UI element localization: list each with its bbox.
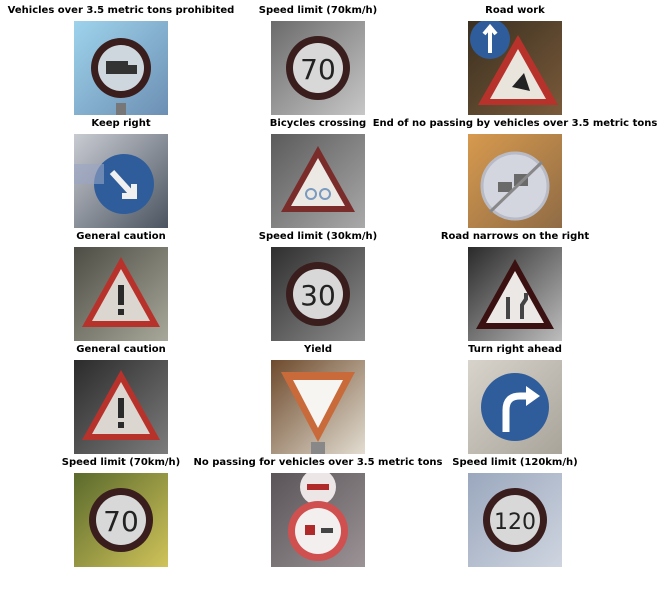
panel-title: End of no passing by vehicles over 3.5 m… [372,118,658,129]
panel-title: Speed limit (70km/h) [61,457,181,468]
panel-title: Speed limit (30km/h) [258,231,378,242]
panel-title: Road narrows on the right [440,231,590,242]
panel-title: General caution [76,344,166,355]
panel-title: Speed limit (70km/h) [258,5,378,16]
speed-value: 30 [300,279,336,312]
turn-right-ahead-sign-image [468,360,562,454]
general-caution-sign-image [74,247,168,341]
panel-title: Bicycles crossing [269,118,367,129]
panel-title: Turn right ahead [468,344,562,355]
panel-title: Speed limit (120km/h) [452,457,578,468]
general-caution-sign-image [74,360,168,454]
speed-limit-sign-image: 70 [74,473,168,567]
keep-right-sign-image [74,134,168,228]
road-work-sign-image [468,21,562,115]
speed-value: 70 [103,505,139,538]
panel-title: Keep right [91,118,151,129]
panel-title: General caution [76,231,166,242]
panel-title: Road work [485,5,545,16]
speed-limit-sign-image: 30 [271,247,365,341]
no-passing-heavy-sign-image [271,473,365,567]
bicycles-crossing-sign-image [271,134,365,228]
road-narrows-right-sign-image [468,247,562,341]
end-no-passing-heavy-sign-image [468,134,562,228]
panel-title: No passing for vehicles over 3.5 metric … [193,457,443,468]
no-heavy-vehicles-sign-image [74,21,168,115]
panel-title: Vehicles over 3.5 metric tons prohibited [7,5,235,16]
yield-sign-image [271,360,365,454]
speed-value: 70 [300,53,336,86]
speed-value: 120 [494,510,536,535]
speed-limit-sign-image: 70 [271,21,365,115]
panel-title: Yield [303,344,333,355]
speed-limit-sign-image: 120 [468,473,562,567]
